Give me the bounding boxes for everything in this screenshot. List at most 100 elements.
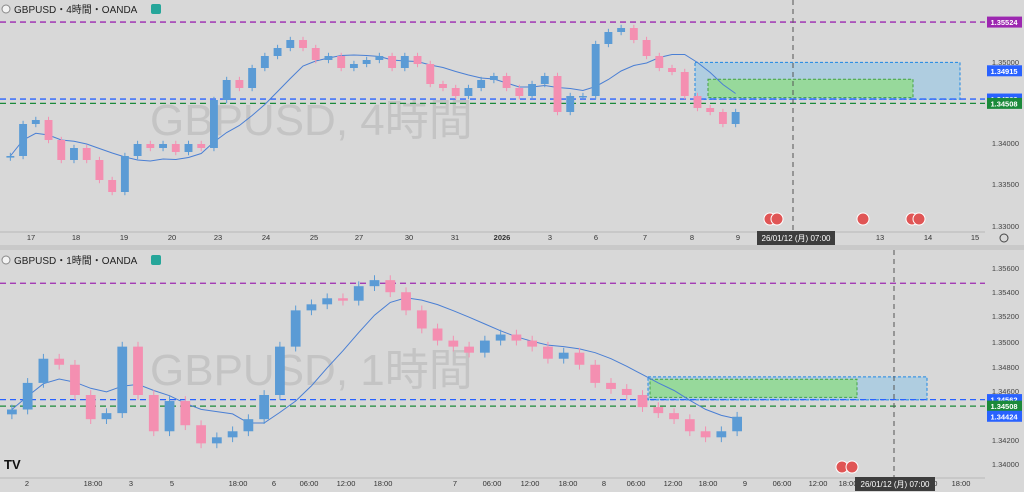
candle-body[interactable] [439,84,447,88]
candle-body[interactable] [432,328,443,341]
candle-body[interactable] [148,394,159,432]
candle-body[interactable] [95,160,104,180]
candle-body[interactable] [637,394,648,408]
candle-body[interactable] [400,56,409,68]
legend-1h[interactable]: GBPUSD・1時間・OANDA [1,255,161,267]
candle-body[interactable] [337,56,346,68]
candle-body[interactable] [211,437,222,444]
candle-body[interactable] [495,334,506,341]
candle-body[interactable] [57,140,66,160]
candle-body[interactable] [732,416,743,432]
market-open-icon[interactable] [151,255,161,265]
candle-body[interactable] [528,84,536,96]
candle-body[interactable] [38,358,49,383]
candle-body[interactable] [574,352,585,365]
candle-body[interactable] [629,28,638,40]
candle-body[interactable] [299,40,307,48]
legend-title-1h[interactable]: GBPUSD・1時間・OANDA [14,255,138,267]
candle-body[interactable] [566,96,575,112]
candle-body[interactable] [668,68,676,72]
candle-body[interactable] [159,144,167,148]
candle-body[interactable] [731,112,740,124]
price-axis-1h[interactable] [985,250,1024,492]
plot-area-4h[interactable] [0,0,985,232]
price-label-badge[interactable] [987,16,1022,28]
candle-body[interactable] [579,96,587,98]
candle-body[interactable] [85,394,96,420]
candle-body[interactable] [706,108,715,112]
candle-body[interactable] [196,425,206,444]
candle-body[interactable] [604,32,613,44]
candle-body[interactable] [591,44,600,96]
candle-body[interactable] [669,413,679,420]
candle-body[interactable] [248,68,257,88]
candle-body[interactable] [464,346,474,353]
candle-body[interactable] [448,340,459,347]
candle-body[interactable] [353,286,364,301]
candle-body[interactable] [684,419,695,432]
candle-body[interactable] [311,48,320,60]
candle-body[interactable] [451,88,460,96]
price-axis-4h[interactable] [985,0,1024,245]
candle-body[interactable] [6,156,15,158]
candle-body[interactable] [54,358,65,365]
candle-body[interactable] [489,76,498,80]
entry-zone[interactable] [649,378,858,398]
candle-body[interactable] [464,88,473,96]
candle-body[interactable] [108,180,117,192]
us-flag-icon[interactable] [912,212,926,226]
candle-body[interactable] [70,364,80,395]
candle-body[interactable] [527,340,538,347]
candle-body[interactable] [479,340,490,353]
candle-body[interactable] [515,88,524,96]
candle-body[interactable] [44,120,53,140]
candle-body[interactable] [180,401,191,426]
candle-body[interactable] [82,148,91,160]
candle-body[interactable] [718,112,727,124]
candle-body[interactable] [553,76,562,112]
candle-body[interactable] [540,76,549,84]
candle-body[interactable] [375,56,384,60]
candle-body[interactable] [416,310,427,329]
candle-body[interactable] [197,144,206,148]
entry-zone[interactable] [707,78,914,99]
event-flags-4h[interactable] [763,212,926,226]
candle-body[interactable] [543,346,553,359]
candle-body[interactable] [101,413,112,420]
candle-body[interactable] [235,80,244,88]
candle-body[interactable] [680,72,689,96]
candle-body[interactable] [716,431,727,438]
candle-body[interactable] [642,40,651,56]
candle-body[interactable] [369,280,380,287]
candle-body[interactable] [243,419,254,432]
candle-body[interactable] [590,364,601,383]
candle-body[interactable] [385,280,396,293]
candle-body[interactable] [306,304,317,311]
candle-body[interactable] [511,334,522,341]
us-flag-icon[interactable] [856,212,870,226]
candle-body[interactable] [22,382,33,410]
candle-body[interactable] [227,431,238,438]
tradingview-logo-icon[interactable]: TV [4,457,21,472]
candle-body[interactable] [655,56,664,68]
candle-body[interactable] [184,144,193,152]
plot-area-1h[interactable] [0,250,985,478]
price-label-badge[interactable] [987,410,1022,422]
event-flags-1h[interactable] [835,460,859,474]
candle-body[interactable] [120,156,129,192]
panel-divider[interactable] [0,245,1024,250]
candle-body[interactable] [133,346,143,395]
market-open-icon[interactable] [151,4,161,14]
candle-body[interactable] [70,148,78,160]
candle-body[interactable] [653,407,664,414]
candle-body[interactable] [349,64,358,68]
candle-body[interactable] [6,409,17,415]
candle-body[interactable] [259,394,270,420]
candle-body[interactable] [222,80,231,100]
candle-body[interactable] [322,298,333,305]
candle-body[interactable] [477,80,486,88]
candle-body[interactable] [290,310,301,347]
us-flag-icon[interactable] [770,212,784,226]
candle-body[interactable] [621,388,632,395]
candle-body[interactable] [324,56,333,60]
